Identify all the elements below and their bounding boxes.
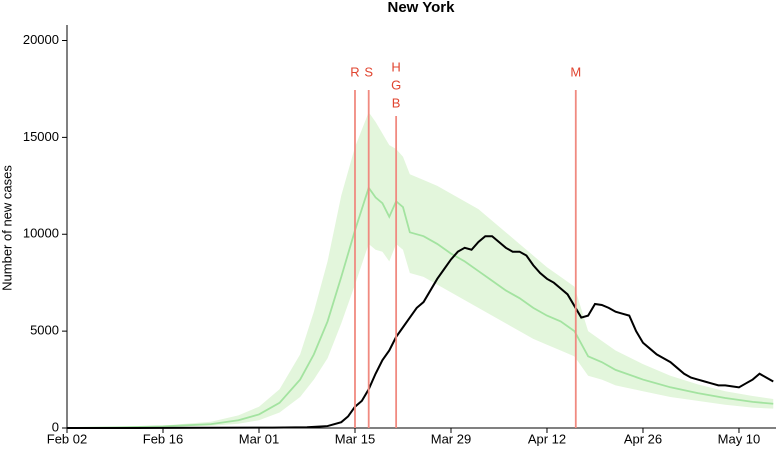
event-label: M <box>570 64 581 79</box>
y-tick-label: 0 <box>52 419 59 434</box>
event-label: G <box>391 77 401 92</box>
y-axis-label: Number of new cases <box>0 165 14 291</box>
x-tick-label: Feb 16 <box>143 431 183 446</box>
y-tick-label: 5000 <box>30 323 59 338</box>
series-line <box>66 185 774 429</box>
x-tick-label: Apr 12 <box>528 431 566 446</box>
x-tick-label: Mar 29 <box>431 431 471 446</box>
y-tick-label: 20000 <box>23 32 59 47</box>
event-label: B <box>392 95 401 110</box>
x-tick-label: Apr 26 <box>624 431 662 446</box>
chart-title: New York <box>388 0 456 16</box>
event-label: H <box>391 59 400 74</box>
y-tick-label: 10000 <box>23 226 59 241</box>
event-label: R <box>350 64 359 79</box>
y-tick-label: 15000 <box>23 129 59 144</box>
confidence-band <box>67 112 774 428</box>
event-label: S <box>364 64 373 79</box>
x-tick-label: May 10 <box>718 431 761 446</box>
series-line <box>67 235 774 429</box>
x-tick-label: Mar 01 <box>239 431 279 446</box>
x-tick-label: Feb 02 <box>47 431 87 446</box>
x-tick-label: Mar 15 <box>335 431 375 446</box>
